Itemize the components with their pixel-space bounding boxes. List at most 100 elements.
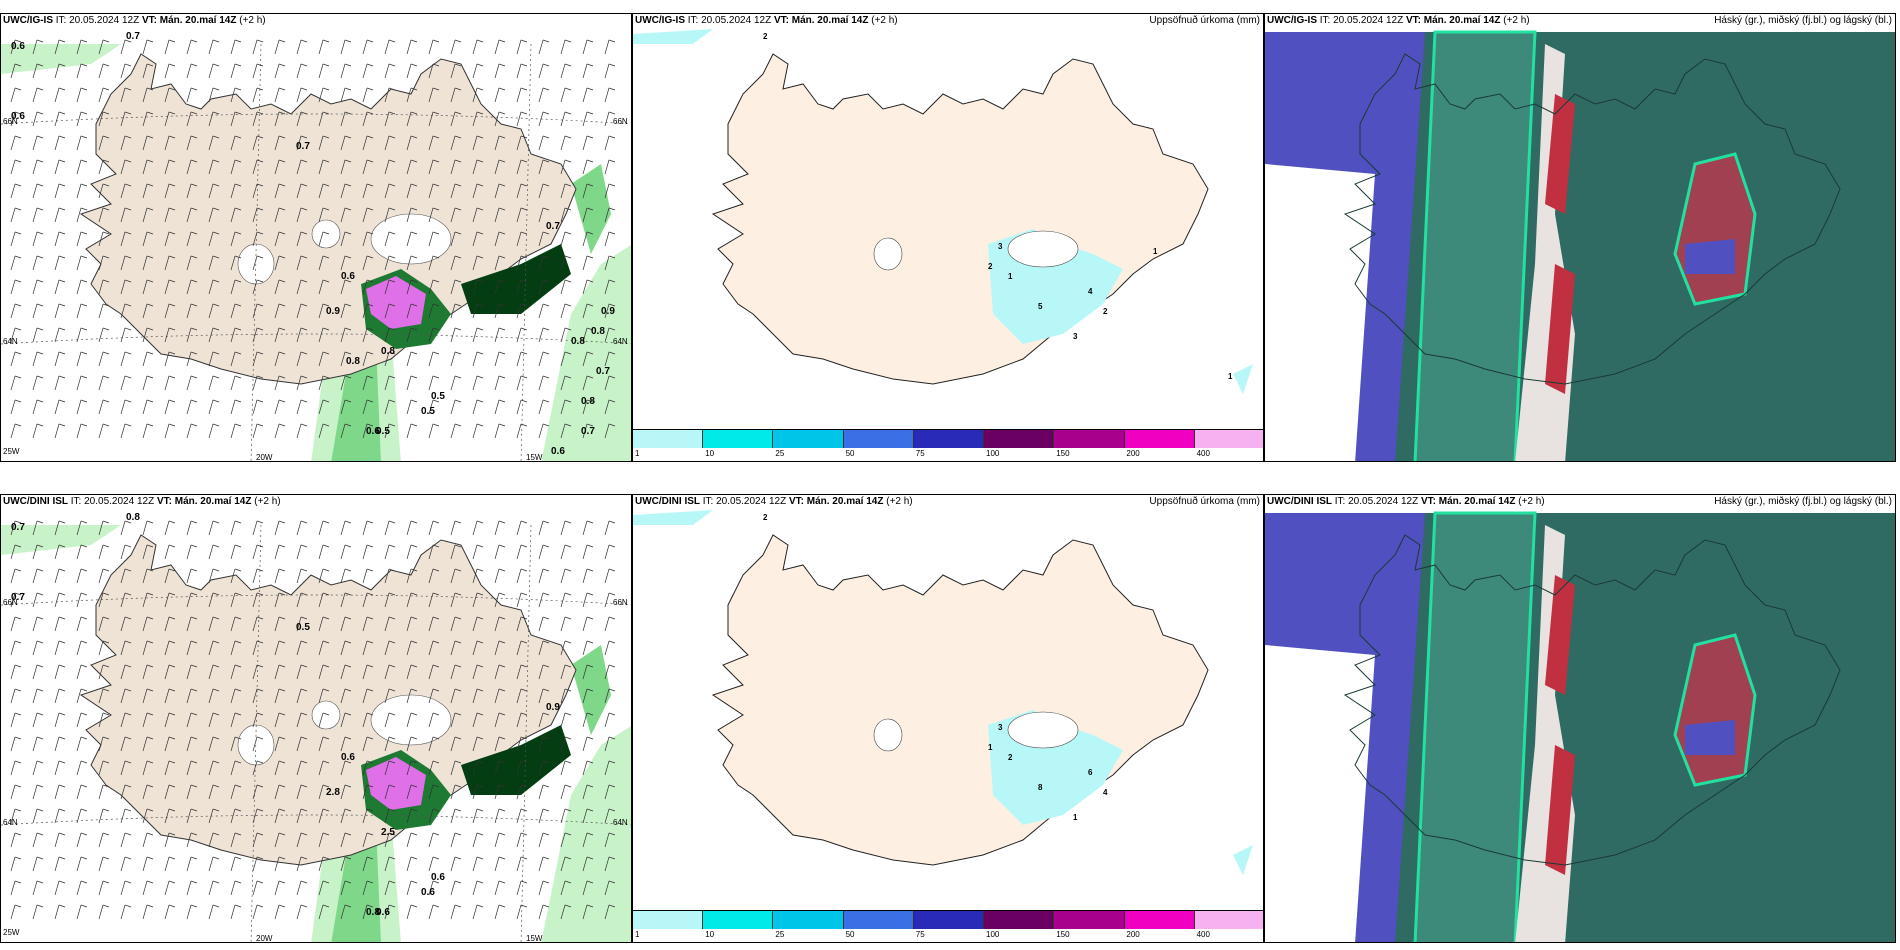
wind-barb — [54, 904, 66, 920]
wind-barb — [318, 760, 330, 776]
wind-barb — [120, 375, 132, 391]
wind-barb — [318, 544, 330, 560]
colorbar-tick-label: 1 — [635, 930, 640, 939]
wind-barb — [494, 616, 506, 632]
wind-barb — [120, 688, 132, 704]
wind-barb — [274, 87, 286, 103]
wind-barb — [604, 736, 616, 752]
wind-barb — [10, 327, 22, 343]
wind-barb — [208, 760, 220, 776]
wind-barb — [450, 207, 462, 223]
wind-barb — [54, 688, 66, 704]
wind-barb — [208, 255, 220, 271]
wind-barb — [384, 399, 396, 415]
wind-barb — [252, 39, 264, 55]
wind-barb — [208, 279, 220, 295]
wind-barb — [450, 423, 462, 439]
wind-barb — [582, 784, 594, 800]
wind-barb — [340, 351, 352, 367]
wind-barb — [98, 183, 110, 199]
wind-barb — [142, 63, 154, 79]
wind-map-panel-dini: 0.7 0.8 0.7 0.5 0.6 0.9 2.5 2.8 0.6 0.6 0.6 0.8 66N 6… — [0, 494, 632, 943]
wind-barb — [142, 736, 154, 752]
wind-barb — [560, 592, 572, 608]
cloud-water-band — [541, 726, 631, 942]
wind-barb — [252, 159, 264, 175]
wind-barb — [318, 856, 330, 872]
wind-barb — [54, 351, 66, 367]
wind-barb — [76, 544, 88, 560]
wind-barb — [252, 736, 264, 752]
wind-barb — [120, 159, 132, 175]
wind-barb — [340, 688, 352, 704]
wind-barb — [362, 207, 374, 223]
grid-label: 64N — [613, 337, 628, 346]
wind-barb — [472, 520, 484, 536]
wind-barb — [428, 640, 440, 656]
wind-barb — [32, 688, 44, 704]
wind-barb — [142, 327, 154, 343]
wind-barb — [494, 183, 506, 199]
wind-barb — [32, 760, 44, 776]
wind-barb — [472, 351, 484, 367]
cloud-water-band — [1, 44, 121, 74]
wind-barb — [120, 760, 132, 776]
wind-barb — [516, 207, 528, 223]
wind-barb — [362, 760, 374, 776]
iceland-outline — [1343, 534, 1841, 866]
wind-barb — [472, 255, 484, 271]
wind-barb — [32, 592, 44, 608]
wind-barb — [450, 255, 462, 271]
mid-cloud-area — [1265, 645, 1375, 942]
wind-barb — [406, 231, 418, 247]
cloud-value-label: 0.9 — [601, 306, 615, 317]
wind-barb — [362, 880, 374, 896]
wind-barb — [32, 351, 44, 367]
wind-barb — [120, 520, 132, 536]
wind-barb — [120, 111, 132, 127]
wind-barb — [538, 399, 550, 415]
wind-barb — [582, 616, 594, 632]
wind-barb — [98, 111, 110, 127]
wind-barb — [32, 279, 44, 295]
wind-barb — [318, 688, 330, 704]
colorbar-tick-label: 1 — [635, 449, 640, 458]
colorbar-tick-label: 25 — [775, 930, 785, 939]
wind-barb — [98, 423, 110, 439]
wind-barb — [230, 279, 242, 295]
wind-barb — [186, 423, 198, 439]
wind-barb — [538, 87, 550, 103]
wind-barb — [340, 784, 352, 800]
wind-barb — [516, 63, 528, 79]
wind-barb — [362, 303, 374, 319]
low-cloud-area — [1685, 239, 1735, 274]
wind-barb — [54, 760, 66, 776]
grid-label: 64N — [3, 337, 18, 346]
wind-barb — [604, 856, 616, 872]
precip-value-label: 1 — [1008, 272, 1013, 281]
wind-barb — [10, 688, 22, 704]
wind-barb — [604, 63, 616, 79]
wind-barb — [32, 616, 44, 632]
wind-barb — [54, 231, 66, 247]
wind-barb — [76, 832, 88, 848]
wind-barb — [186, 544, 198, 560]
wind-barb — [362, 111, 374, 127]
wind-barb — [230, 520, 242, 536]
wind-barb — [384, 808, 396, 824]
wind-barb — [516, 135, 528, 151]
wind-barb — [142, 808, 154, 824]
wind-barb — [142, 87, 154, 103]
precip-area — [1233, 845, 1253, 875]
wind-barb — [54, 255, 66, 271]
wind-barb — [428, 375, 440, 391]
wind-barb — [252, 640, 264, 656]
wind-barb — [164, 87, 176, 103]
wind-barb — [318, 255, 330, 271]
model-text: UWC/IG-IS — [3, 15, 53, 26]
wind-barb — [98, 712, 110, 728]
wind-barb — [340, 664, 352, 680]
wind-barb — [362, 399, 374, 415]
wind-barb — [318, 111, 330, 127]
cloud-value-label: 0.8 — [381, 346, 395, 357]
